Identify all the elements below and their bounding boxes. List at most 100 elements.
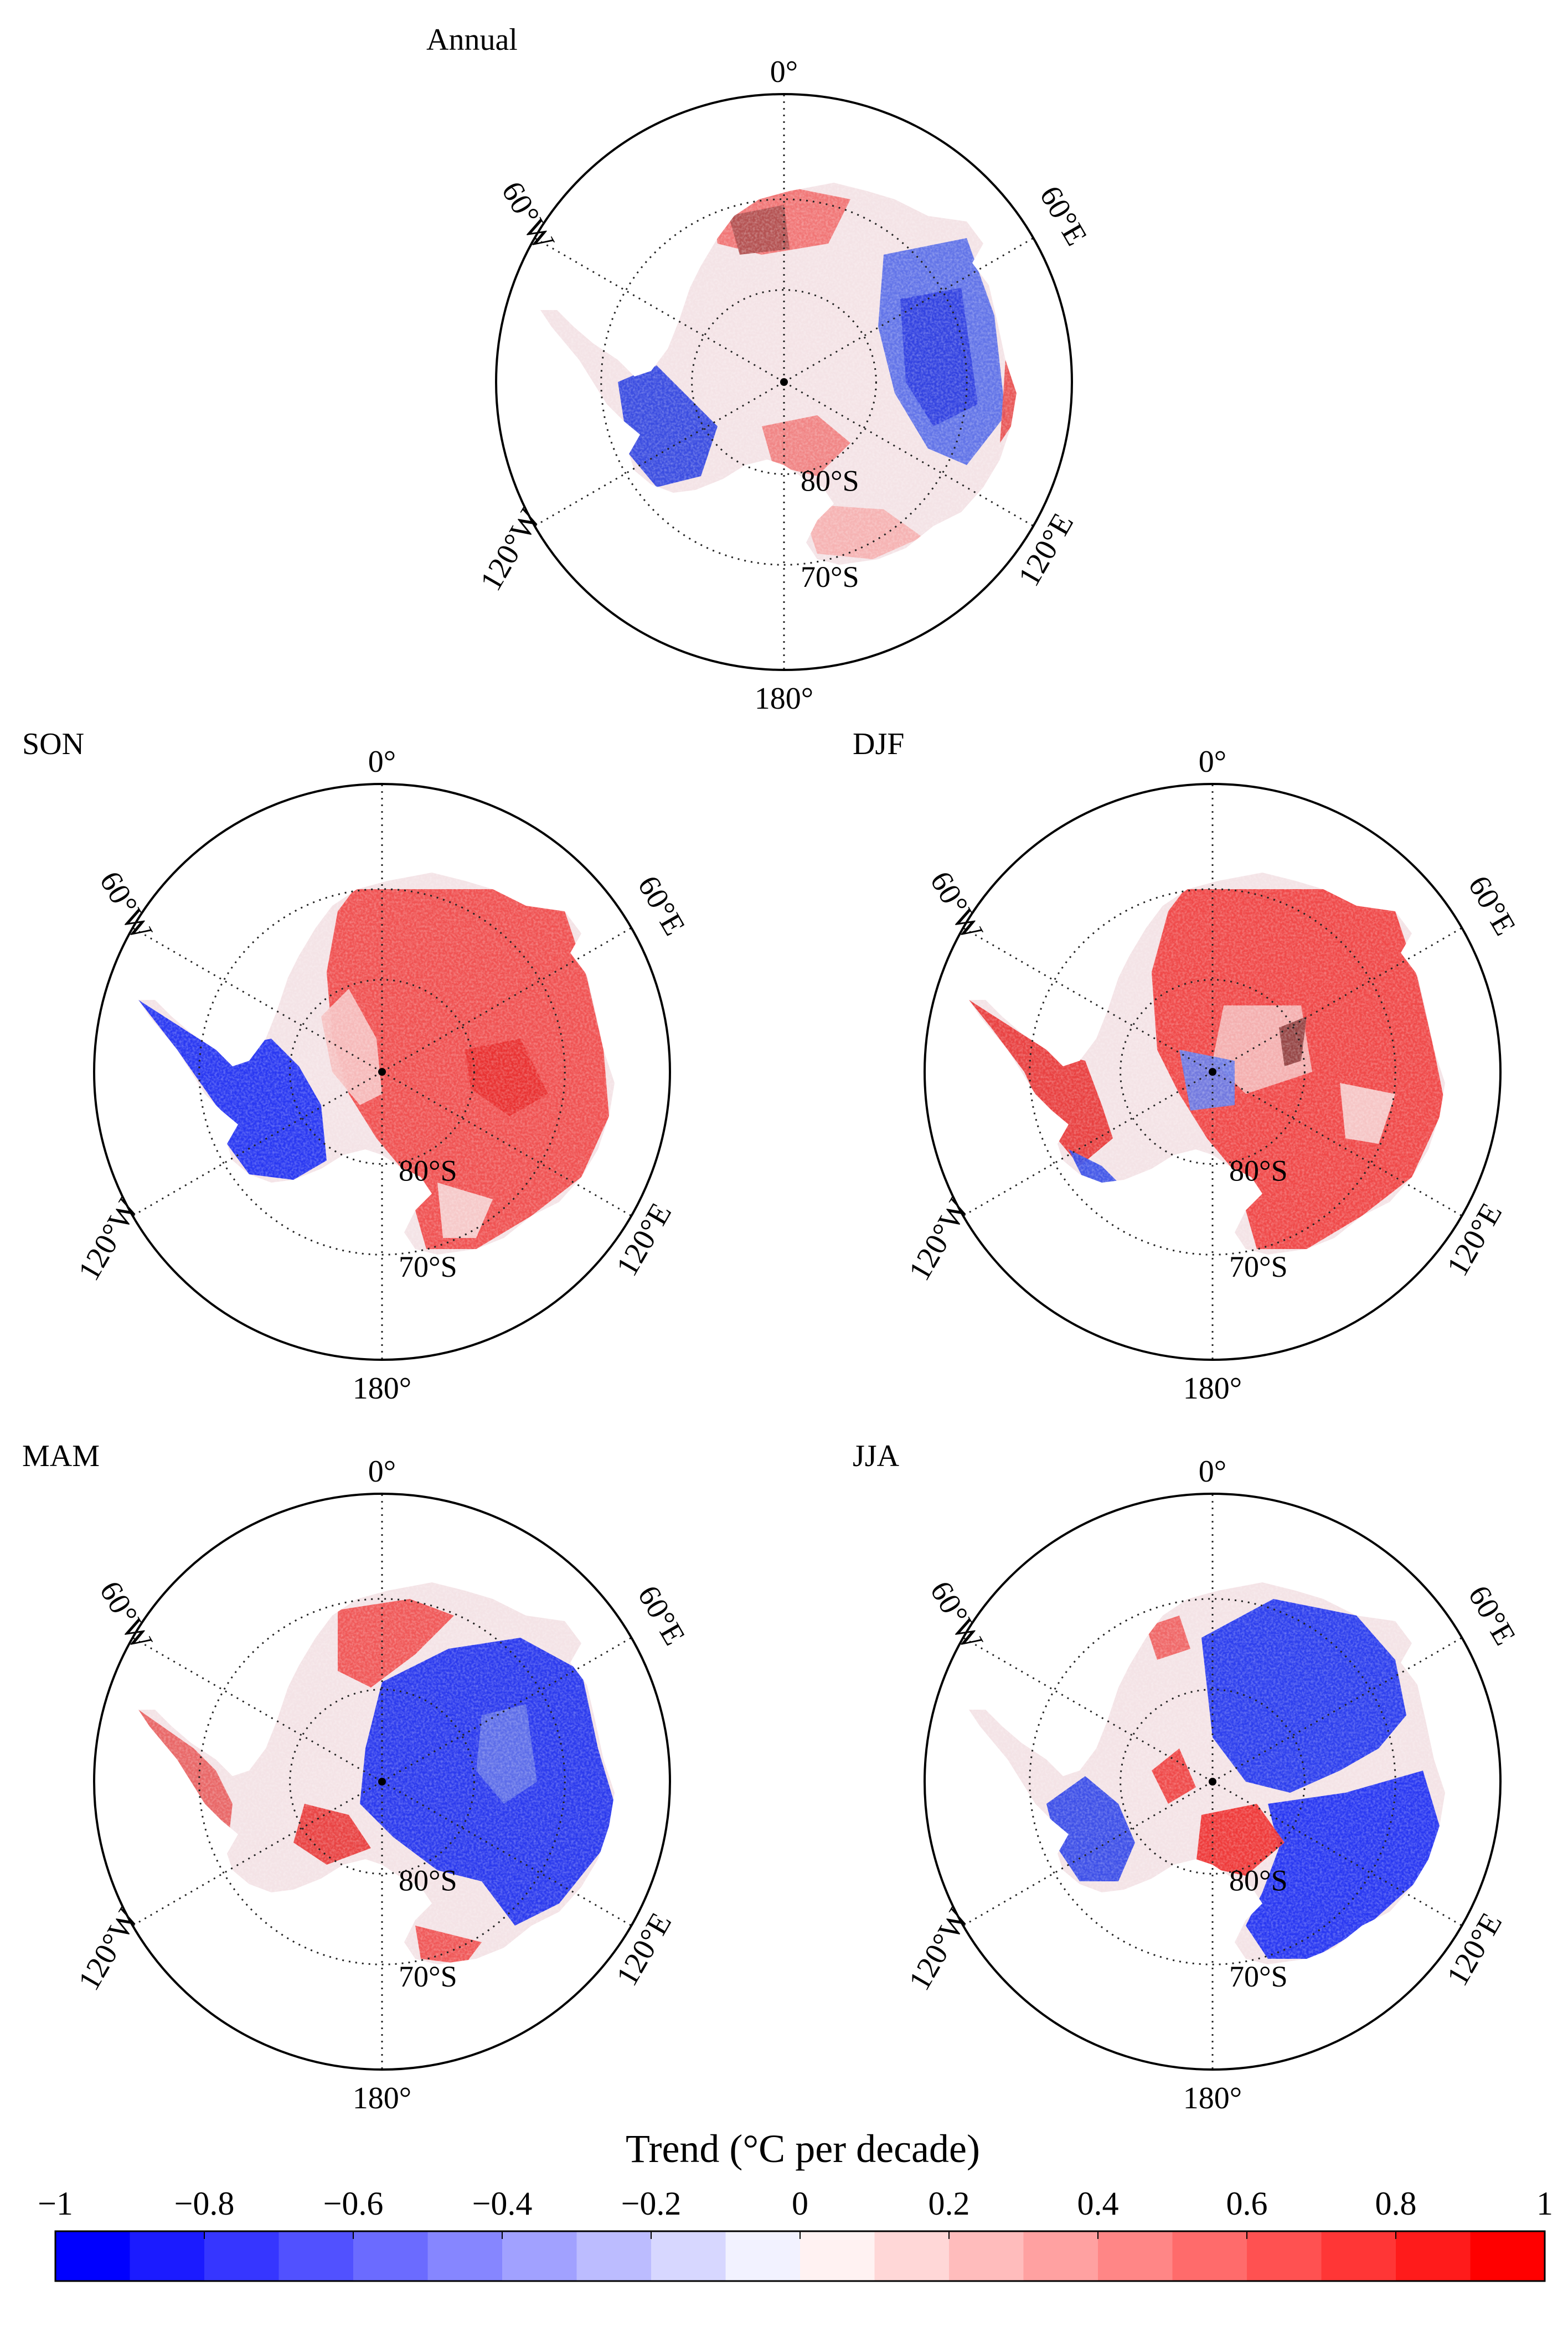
colorbar-tick-label: 0.6: [1226, 2185, 1268, 2222]
meridian-line: [962, 1781, 1213, 1927]
lon-label-60e: 60°E: [631, 870, 692, 942]
lon-label-0: 0°: [1199, 745, 1226, 779]
meridian-line: [1212, 927, 1463, 1073]
meridian-line: [962, 1071, 1213, 1217]
map-boundary-circle: [924, 783, 1502, 1361]
colorbar-bin: [427, 2231, 503, 2281]
colorbar-bin: [874, 2231, 950, 2281]
latitude-circle-70s: [198, 1598, 566, 1965]
map-boundary-circle: [924, 1493, 1502, 2071]
colorbar-bin: [1247, 2231, 1322, 2281]
panel-title: JJA: [853, 1439, 900, 1473]
latitude-circle-80s: [1120, 1689, 1306, 1875]
panel-title: SON: [22, 727, 84, 761]
lon-label-120w: 120°W: [902, 1902, 976, 1996]
colorbar-tick-label: 0.4: [1077, 2185, 1119, 2222]
lat-label-70s: 70°S: [1229, 1250, 1288, 1283]
lon-label-120e: 120°E: [610, 1907, 678, 1992]
colorbar-bin: [278, 2231, 354, 2281]
lon-label-120w: 120°W: [902, 1193, 976, 1286]
colorbar-bin: [1321, 2231, 1396, 2281]
latitude-circle-80s: [289, 979, 475, 1165]
latitude-circle-70s: [1029, 888, 1396, 1256]
colorbar-bin: [1172, 2231, 1247, 2281]
colorbar-tick-label: −0.4: [472, 2185, 533, 2222]
colorbar-tick-label: −0.2: [621, 2185, 682, 2222]
lat-label-70s: 70°S: [1229, 1960, 1288, 1993]
lat-label-80s: 80°S: [399, 1154, 457, 1187]
colorbar-tick-label: 1: [1536, 2185, 1553, 2222]
lon-label-180: 180°: [1183, 2081, 1242, 2116]
south-pole-marker: [780, 378, 788, 386]
south-pole-marker: [1209, 1068, 1216, 1076]
lon-label-180: 180°: [755, 682, 813, 716]
meridian-line: [1212, 1637, 1463, 1783]
colorbar-bin: [130, 2231, 205, 2281]
colorbar-bin: [949, 2231, 1024, 2281]
colorbar-tick-label: 0.2: [929, 2185, 970, 2222]
meridian-line: [381, 1071, 632, 1217]
colorbar-bin: [502, 2231, 577, 2281]
panel-son: SON 0° 180° 60°W 60°E 120°W 120°E 80°S 70°S: [22, 727, 692, 1406]
colorbar-bin: [1470, 2231, 1545, 2281]
meridian-line: [783, 237, 1034, 383]
panel-jja: JJA 0° 180° 60°W 60°E 120°W 120°E 80°S 70°S: [853, 1439, 1522, 2116]
lon-label-60e: 60°E: [1033, 180, 1094, 252]
lon-label-120w: 120°W: [473, 503, 547, 596]
colorbar-bin: [353, 2231, 428, 2281]
map-boundary-circle: [495, 93, 1073, 671]
lon-label-180: 180°: [353, 2081, 411, 2116]
lat-label-80s: 80°S: [1229, 1154, 1288, 1187]
lon-label-120e: 120°E: [1440, 1907, 1509, 1992]
colorbar-bin: [55, 2231, 130, 2281]
colorbar-bin: [204, 2231, 279, 2281]
colorbar-bin: [651, 2231, 726, 2281]
colorbar-tick-label: 0: [792, 2185, 808, 2222]
latitude-circle-80s: [691, 289, 877, 475]
colorbar-tick-labels: −1 −0.8 −0.6 −0.4 −0.2 0 0.2 0.4 0.6 0.8 1: [38, 2185, 1553, 2222]
colorbar-bin: [1023, 2231, 1098, 2281]
colorbar: [54, 2230, 1546, 2282]
lon-label-0: 0°: [368, 1454, 396, 1489]
meridian-line: [534, 237, 785, 383]
colorbar-tick-label: 0.8: [1375, 2185, 1417, 2222]
lon-label-120e: 120°E: [610, 1198, 678, 1282]
colorbar-tick-label: −0.8: [174, 2185, 235, 2222]
lon-label-0: 0°: [1199, 1454, 1226, 1489]
south-pole-marker: [1209, 1778, 1216, 1786]
colorbar-tick-label: −0.6: [323, 2185, 384, 2222]
latitude-circle-70s: [600, 198, 968, 566]
panel-mam: MAM 0° 180° 60°W 60°E 120°W 120°E 80°S 70°S: [22, 1439, 692, 2116]
panel-title: MAM: [22, 1439, 100, 1473]
latitude-circle-80s: [1120, 979, 1306, 1165]
meridian-line: [783, 381, 1034, 527]
lon-label-120e: 120°E: [1012, 508, 1080, 592]
lon-label-120w: 120°W: [71, 1193, 145, 1286]
lon-label-60e: 60°E: [1461, 870, 1522, 942]
lon-label-0: 0°: [770, 55, 798, 89]
meridian-line: [381, 1781, 632, 1927]
meridian-line: [132, 1071, 383, 1217]
colorbar-bin: [1396, 2231, 1471, 2281]
panel-djf: DJF 0° 180° 60°W 60°E 120°W 120°E 80°S 70°S: [853, 727, 1522, 1406]
lat-label-70s: 70°S: [399, 1960, 457, 1993]
lon-label-60w: 60°W: [924, 1575, 989, 1655]
lat-label-70s: 70°S: [399, 1250, 457, 1283]
meridian-line: [962, 1637, 1213, 1783]
meridian-line: [1212, 1781, 1463, 1927]
latitude-circle-70s: [1029, 1598, 1396, 1965]
lon-label-60e: 60°E: [1461, 1580, 1522, 1652]
lat-label-80s: 80°S: [1229, 1864, 1288, 1897]
lon-label-60w: 60°W: [93, 1575, 159, 1655]
colorbar-bin: [1098, 2231, 1173, 2281]
lon-label-120w: 120°W: [71, 1902, 145, 1996]
map-boundary-circle: [93, 783, 671, 1361]
lat-label-70s: 70°S: [801, 560, 859, 594]
latitude-circle-80s: [289, 1689, 475, 1875]
lon-label-0: 0°: [368, 745, 396, 779]
south-pole-marker: [378, 1068, 386, 1076]
meridian-line: [381, 1637, 632, 1783]
lat-label-80s: 80°S: [399, 1864, 457, 1897]
colorbar-tick-label: −1: [38, 2185, 73, 2222]
